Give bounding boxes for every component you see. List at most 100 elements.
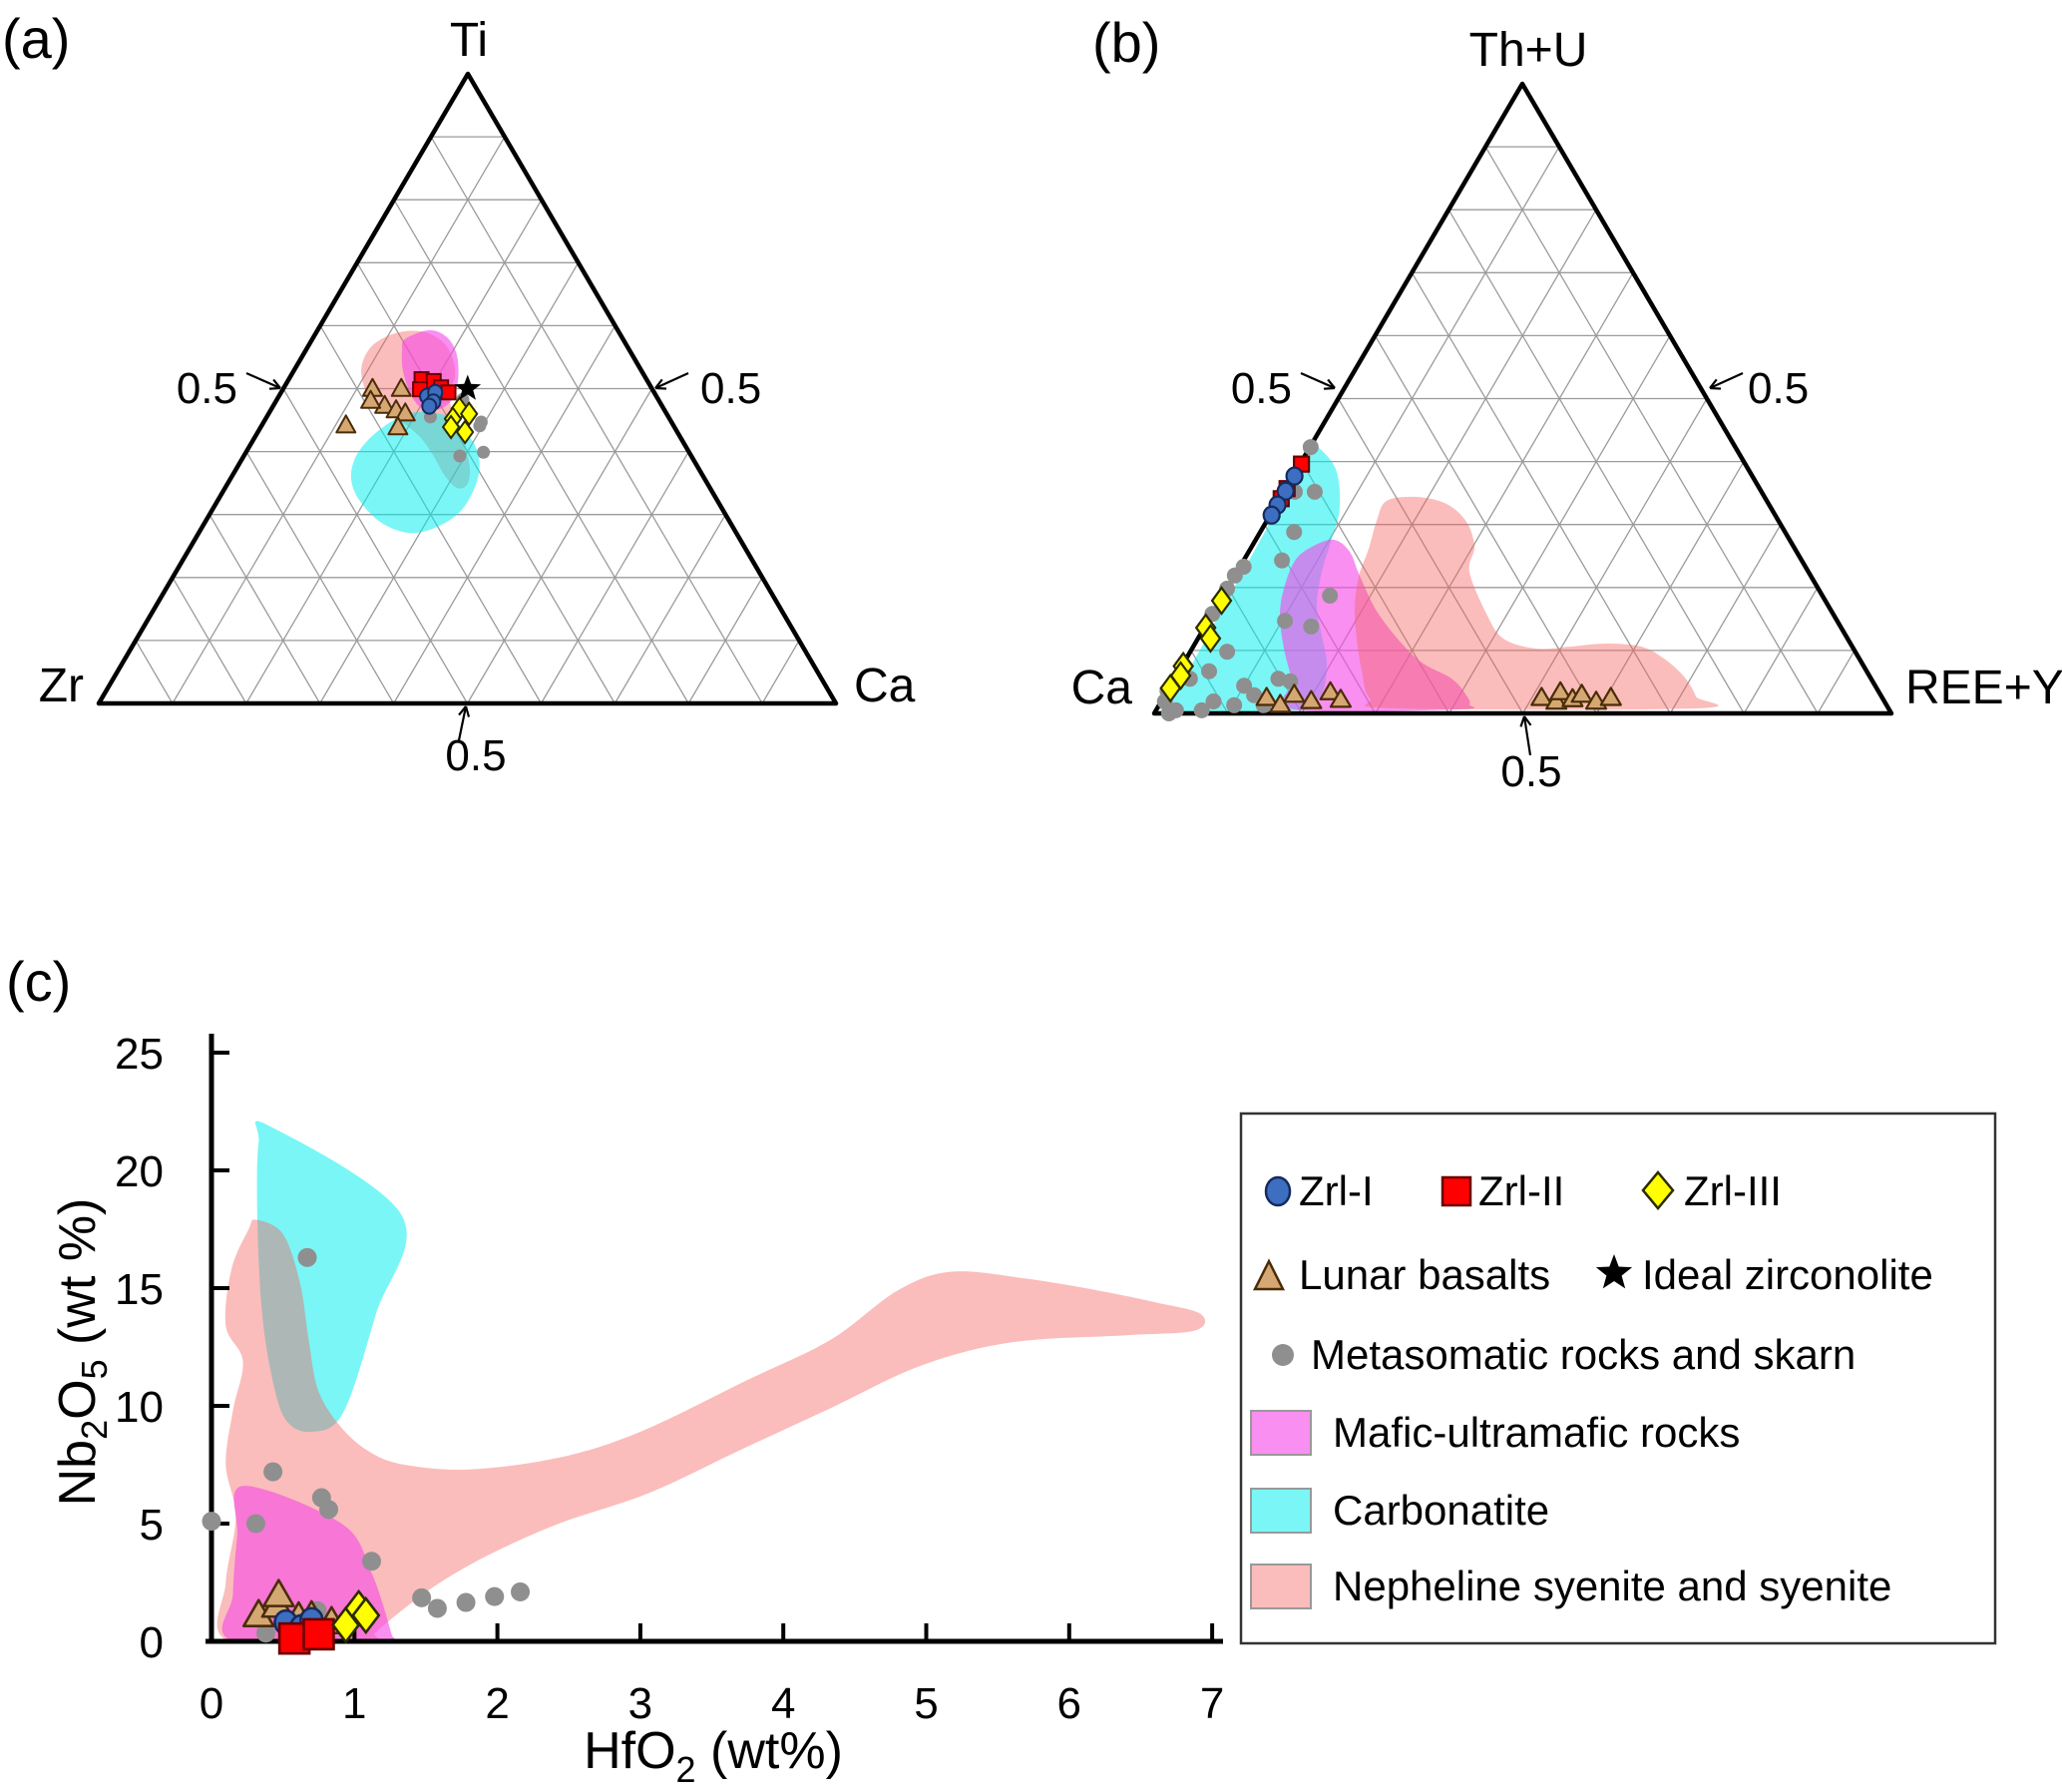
- scatter-ticks: 0 5 10 15 20 25 0 1 2 3 4 5 6 7: [115, 1030, 1224, 1728]
- dot-marker: [361, 1552, 381, 1571]
- y-tick-label: 10: [115, 1383, 164, 1432]
- dot-marker: [453, 449, 467, 463]
- legend-swatch-nepheline: [1250, 1564, 1312, 1609]
- triangle-marker: [335, 414, 357, 434]
- dot-marker: [1236, 677, 1253, 694]
- legend-label-lunar: Lunar basalts: [1299, 1251, 1550, 1298]
- edge-tick-arrow: [654, 371, 689, 390]
- dot-marker: [1226, 696, 1243, 713]
- diamond-marker: [459, 401, 479, 427]
- ternary-markers: [335, 371, 491, 463]
- edge-tick-arrowhead: [272, 378, 281, 389]
- grid-line: [1669, 524, 1782, 714]
- triangle-marker: [1599, 686, 1622, 706]
- dot-marker: [1286, 524, 1303, 541]
- ternary-b-tick-left: 0.5: [1231, 364, 1292, 413]
- grid-line: [1375, 271, 1634, 714]
- dot-marker: [1306, 483, 1323, 500]
- x-axis-title: HfO2 (wt%): [584, 1722, 843, 1787]
- legend-marker-metasomatic: [1272, 1344, 1294, 1366]
- dot-marker: [456, 1592, 476, 1612]
- ternary-markers: [1156, 439, 1622, 721]
- edge-tick-arrowhead: [1709, 386, 1722, 390]
- ternary-b-left-label: Ca: [1071, 662, 1133, 714]
- star-icon: [1595, 1254, 1633, 1289]
- dot-marker: [297, 1247, 317, 1267]
- ternary-a-tick-right: 0.5: [700, 364, 761, 413]
- legend-box: [1239, 1112, 1997, 1645]
- dot-marker: [1219, 644, 1236, 661]
- triangle-outline: [1151, 81, 1894, 716]
- x-tick-label: 1: [342, 1679, 366, 1728]
- edge-tick-arrowhead: [654, 378, 663, 389]
- dot-marker: [427, 1598, 447, 1618]
- grid-line: [1411, 271, 1671, 714]
- field-nepheline: [1354, 496, 1719, 710]
- triangle-marker: [1269, 693, 1292, 713]
- circle-marker: [1285, 466, 1304, 486]
- x-tick-label: 6: [1057, 1679, 1081, 1728]
- grid-line: [356, 261, 616, 704]
- dot-marker: [412, 1587, 432, 1607]
- legend-label-zrl1: Zrl-I: [1299, 1167, 1374, 1214]
- dot-marker: [1193, 701, 1210, 718]
- dot-marker: [1303, 618, 1320, 635]
- edge-tick-arrowhead: [1519, 715, 1526, 727]
- ternary-b-plot: [1151, 81, 1894, 756]
- ternary-a-tick-bottom: 0.5: [445, 731, 506, 780]
- grid-line: [1595, 461, 1745, 714]
- dot-marker: [245, 1514, 265, 1534]
- edge-tick-arrow: [1522, 715, 1532, 756]
- edge-tick-arrowhead: [1323, 386, 1336, 390]
- field-mafic: [1280, 539, 1475, 712]
- ternary-b-tick-bottom: 0.5: [1500, 747, 1561, 796]
- legend-label-meta: Metasomatic rocks and skarn: [1311, 1331, 1856, 1378]
- panel-a-letter: (a): [2, 7, 70, 70]
- triangle-marker: [1570, 683, 1593, 703]
- grid-line: [430, 136, 763, 704]
- triangle-marker: [1549, 680, 1572, 700]
- field-carbonatite: [350, 412, 480, 534]
- legend-label-carbonatite: Carbonatite: [1333, 1487, 1549, 1534]
- triangle-marker: [1255, 686, 1278, 706]
- dot-marker: [1277, 613, 1294, 630]
- dot-marker: [1246, 686, 1263, 703]
- x-tick-label: 0: [200, 1679, 223, 1728]
- x-tick-label: 7: [1200, 1679, 1224, 1728]
- grid-line: [135, 640, 174, 704]
- legend-swatch-carbonatite: [1250, 1488, 1312, 1534]
- grid-line: [1484, 146, 1819, 714]
- grid-line: [245, 451, 395, 704]
- grid-line: [761, 640, 800, 704]
- y-axis-title: Nb2O5 (wt %): [49, 1198, 115, 1507]
- grid-line: [466, 388, 653, 704]
- circle-marker: [1276, 481, 1295, 501]
- dot-marker: [1226, 567, 1243, 584]
- square-marker: [302, 1617, 335, 1651]
- y-tick-label: 5: [140, 1501, 164, 1550]
- square-marker: [440, 384, 457, 401]
- edge-tick-arrowhead: [464, 705, 471, 717]
- y-tick-label: 0: [140, 1618, 164, 1667]
- dot-marker: [1160, 705, 1177, 721]
- triangle-marker: [390, 377, 412, 397]
- triangle-marker: [1300, 689, 1323, 709]
- triangle-marker: [1329, 688, 1353, 708]
- x-tick-label: 5: [914, 1679, 938, 1728]
- ternary-b-tick-right: 0.5: [1748, 364, 1809, 413]
- legend-label-zrl2: Zrl-II: [1478, 1167, 1564, 1214]
- panel-c-letter: (c): [6, 950, 71, 1013]
- legend-marker-lunar: [1252, 1258, 1286, 1291]
- field-carbonatite: [254, 1120, 407, 1433]
- grid-line: [172, 577, 247, 704]
- x-tick-label: 4: [771, 1679, 795, 1728]
- legend-marker-zrl1: [1264, 1175, 1292, 1207]
- dot-marker: [477, 445, 491, 459]
- y-tick-label: 25: [115, 1030, 164, 1079]
- x-tick-label: 2: [485, 1679, 509, 1728]
- panel-b: (b) Th+U Ca REE+Y 0.5 0.5 0.5: [1071, 11, 2062, 796]
- diamond-marker: [351, 1595, 381, 1635]
- legend-label-mafic: Mafic-ultramafic rocks: [1333, 1409, 1740, 1456]
- ternary-a-right-label: Ca: [854, 660, 916, 712]
